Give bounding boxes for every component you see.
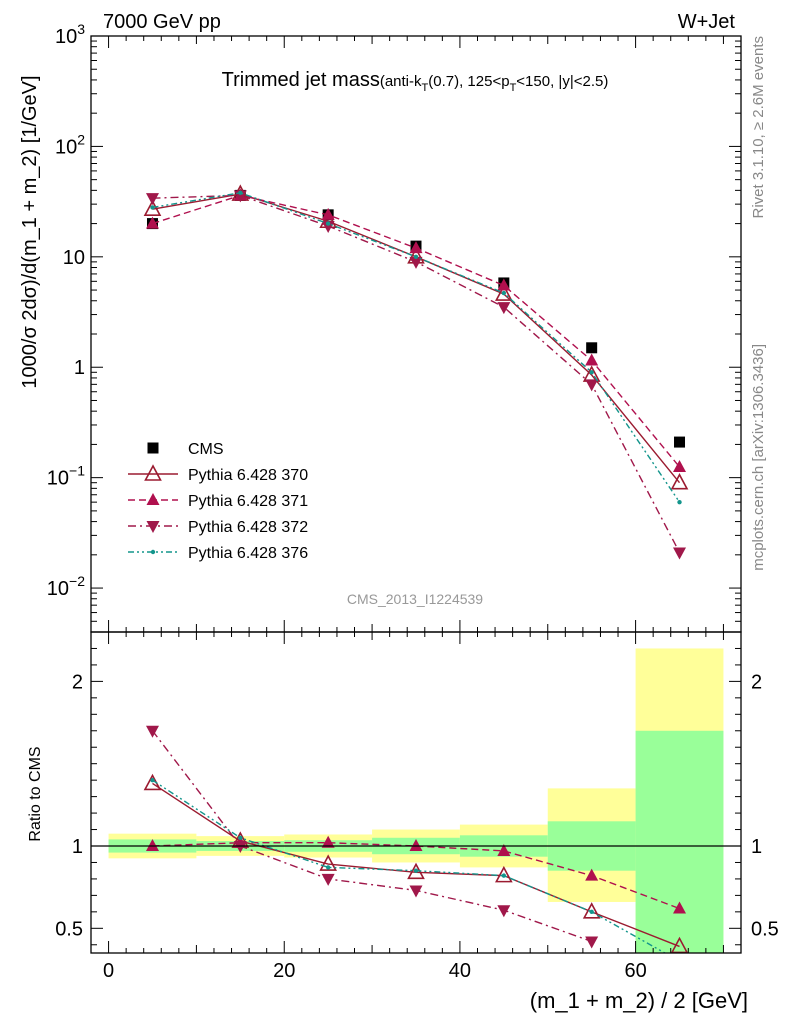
main-point-4-4: [501, 290, 507, 296]
ratio-point-2-5: [585, 868, 599, 881]
ratio-point-2-2: [321, 835, 335, 848]
main-point-2-0: [145, 216, 159, 229]
ratio-y-tick-label-right: 0.5: [751, 918, 779, 940]
ratio-point-4-2: [325, 865, 331, 870]
ratio-y-tick-label-left: 2: [72, 671, 83, 693]
ratio-panel-series: [91, 725, 741, 954]
ratio-point-4-5: [589, 909, 594, 915]
ratio-point-1-2: [319, 854, 337, 871]
main-y-tick-label: 1: [74, 357, 85, 379]
ratio-point-3-4: [497, 905, 511, 918]
main-line-1: [152, 193, 681, 484]
main-point-4-6: [677, 499, 682, 505]
main-point-1-0: [143, 199, 162, 216]
main-point-3-6: [673, 547, 687, 560]
main-point-0-6: [674, 436, 686, 448]
legend-marker-0: [147, 442, 159, 454]
main-panel-series: [143, 184, 689, 560]
legend-marker-4: [150, 549, 156, 555]
main-point-2-2: [321, 207, 335, 220]
main-point-4-1: [238, 190, 243, 196]
x-axis-label: (m_1 + m_2) / 2 [GeV]: [530, 988, 748, 1013]
main-point-0-5: [586, 342, 598, 354]
ratio-point-1-4: [495, 865, 513, 883]
legend-marker-1: [144, 464, 162, 481]
legend-label-4: Pythia 6.428 376: [188, 545, 308, 562]
analysis-id: CMS_2013_I1224539: [347, 591, 483, 607]
main-point-2-3: [409, 241, 423, 254]
main-y-tick-label: 10−2: [47, 573, 85, 600]
main-y-tick-label: 102: [55, 131, 85, 158]
ratio-y-tick-label-right: 1: [751, 836, 762, 858]
ratio-point-3-0: [145, 725, 159, 738]
legend-label-0: CMS: [188, 441, 224, 458]
main-point-1-4: [495, 284, 513, 301]
main-point-2-4: [497, 278, 511, 291]
main-line-2: [152, 194, 681, 468]
legend-label-3: Pythia 6.428 372: [188, 519, 308, 536]
main-point-2-5: [585, 353, 599, 366]
ratio-point-4-1: [238, 835, 243, 840]
legend-label-1: Pythia 6.428 370: [188, 467, 308, 484]
header-right: W+Jet: [678, 11, 736, 33]
ratio-point-2-4: [497, 843, 511, 856]
ratio-point-4-3: [413, 868, 419, 873]
main-point-4-5: [589, 370, 594, 375]
main-point-3-2: [321, 221, 335, 234]
main-point-4-3: [413, 254, 419, 260]
x-tick-label: 60: [624, 960, 646, 982]
ratio-point-3-1: [233, 841, 247, 853]
ratio-y-tick-label-left: 1: [72, 836, 83, 858]
ratio-point-1-5: [582, 902, 601, 919]
side-label-rivet: Rivet 3.1.10, ≥ 2.6M events: [750, 36, 767, 219]
main-point-3-3: [409, 256, 423, 269]
ratio-point-3-2: [321, 873, 335, 886]
main-point-1-6: [670, 473, 689, 490]
ratio-point-2-0: [145, 839, 159, 851]
ratio-point-3-3: [409, 885, 423, 898]
axes: 10−2 10−1 1 10 102 103 0 20 40 60 0.5 0.5 1 1 2 2: [47, 21, 779, 982]
legend-marker-3: [146, 521, 160, 533]
ratio-point-3-5: [585, 936, 599, 949]
legend-label-2: Pythia 6.428 371: [188, 493, 308, 510]
main-point-4-0: [150, 205, 155, 210]
ratio-y-tick-label-right: 2: [751, 671, 762, 693]
ratio-uncertainty-bands: [108, 648, 724, 953]
x-tick-label: 20: [273, 960, 295, 982]
ratio-point-4-4: [501, 873, 507, 878]
ratio-point-4-0: [150, 777, 155, 783]
main-y-tick-label: 10−1: [47, 463, 85, 490]
legend: CMS Pythia 6.428 370 Pythia 6.428 371 Pythi…: [128, 441, 308, 562]
x-tick-label: 0: [103, 960, 114, 982]
main-point-4-2: [325, 221, 331, 226]
legend-marker-2: [146, 493, 160, 505]
main-y-tick-label: 10: [63, 247, 85, 269]
ratio-y-axis-label: Ratio to CMS: [27, 746, 44, 841]
main-y-axis-label: 1000/σ 2dσ)/d(m_1 + m_2) [1/GeV]: [19, 75, 41, 388]
band-inner-6: [635, 730, 724, 953]
main-point-3-5: [585, 379, 599, 392]
main-frame: [90, 35, 742, 633]
header-left: 7000 GeV pp: [103, 11, 221, 33]
ratio-point-2-6: [673, 901, 687, 914]
main-point-3-4: [497, 302, 511, 315]
ratio-y-tick-label-left: 0.5: [55, 918, 83, 940]
side-label-mcplots: mcplots.cern.ch [arXiv:1306.3436]: [750, 344, 767, 571]
main-y-tick-label: 103: [55, 21, 85, 48]
x-tick-label: 40: [449, 960, 471, 982]
ratio-line-3: [151, 730, 592, 943]
ratio-frame: [90, 631, 742, 954]
ratio-point-2-3: [409, 839, 423, 851]
main-point-2-6: [673, 459, 687, 472]
main-line-4: [152, 192, 681, 503]
main-point-3-0: [145, 193, 159, 206]
main-title: Trimmed jet mass(anti-kT(0.7), 125<pT<15…: [222, 69, 609, 94]
